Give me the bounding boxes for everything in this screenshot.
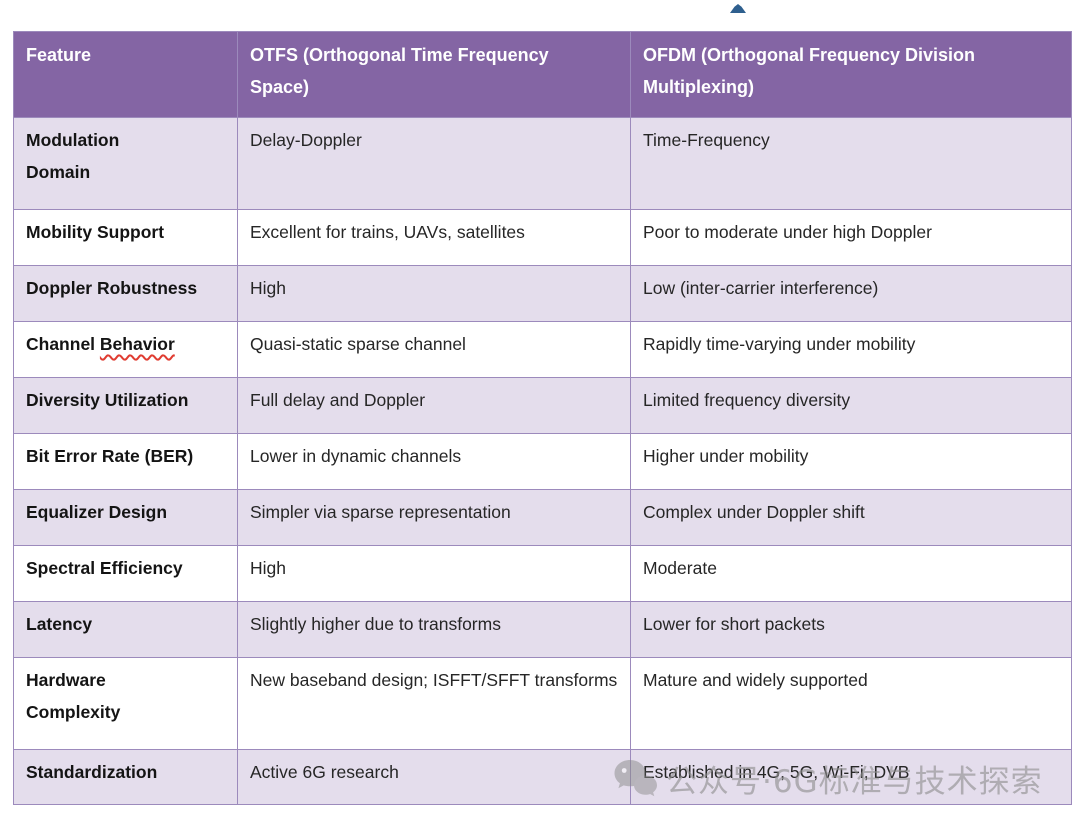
table-row: Equalizer Design Simpler via sparse repre… [13, 489, 1072, 546]
feature-cell: Channel Behavior [13, 321, 238, 378]
otfs-cell: Full delay and Doppler [237, 377, 631, 434]
ofdm-cell: Lower for short packets [630, 601, 1072, 658]
feature-cell: Latency [13, 601, 238, 658]
table-row: Standardization Active 6G research Establi… [13, 749, 1072, 805]
otfs-cell: Lower in dynamic channels [237, 433, 631, 490]
feature-cell: Standardization [13, 749, 238, 805]
column-header-0: Feature [13, 31, 238, 118]
header-row: Feature OTFS (Orthogonal Time Frequency S… [13, 31, 1072, 118]
feature-cell: Modulation Domain [13, 117, 238, 210]
ofdm-cell: Time-Frequency [630, 117, 1072, 210]
ofdm-cell: Complex under Doppler shift [630, 489, 1072, 546]
spellcheck-underlined-word: Behavior [99, 334, 175, 354]
feature-cell: Diversity Utilization [13, 377, 238, 434]
column-header-1: OTFS (Orthogonal Time Frequency Space) [237, 31, 631, 118]
table-body: Modulation Domain Delay-Doppler Time-Frequ… [13, 117, 1072, 805]
ofdm-cell: Mature and widely supported [630, 657, 1072, 750]
otfs-cell: High [237, 545, 631, 602]
otfs-cell: Active 6G research [237, 749, 631, 805]
table-row: Doppler Robustness High Low (inter-carrier… [13, 265, 1072, 322]
otfs-cell: Simpler via sparse representation [237, 489, 631, 546]
feature-cell: Spectral Efficiency [13, 545, 238, 602]
ofdm-cell: Poor to moderate under high Doppler [630, 209, 1072, 266]
ofdm-cell: Moderate [630, 545, 1072, 602]
feature-cell: Bit Error Rate (BER) [13, 433, 238, 490]
table-row: Diversity Utilization Full delay and Dopp… [13, 377, 1072, 434]
table-row: Channel Behavior Quasi-static sparse chan… [13, 321, 1072, 378]
feature-cell: Mobility Support [13, 209, 238, 266]
otfs-cell: High [237, 265, 631, 322]
table-row: Modulation Domain Delay-Doppler Time-Frequ… [13, 117, 1072, 210]
ofdm-cell: Low (inter-carrier interference) [630, 265, 1072, 322]
feature-cell: Doppler Robustness [13, 265, 238, 322]
ofdm-cell: Limited frequency diversity [630, 377, 1072, 434]
table-row: Latency Slightly higher due to transforms… [13, 601, 1072, 658]
feature-cell: Hardware Complexity [13, 657, 238, 750]
ofdm-cell: Higher under mobility [630, 433, 1072, 490]
otfs-cell: Delay-Doppler [237, 117, 631, 210]
feature-text: Channel [26, 334, 100, 354]
column-header-2: OFDM (Orthogonal Frequency Division Mult… [630, 31, 1072, 118]
table-row: Spectral Efficiency High Moderate [13, 545, 1072, 602]
collapse-triangle-icon [730, 4, 746, 13]
table-row: Hardware Complexity New baseband design; … [13, 657, 1072, 750]
otfs-ofdm-comparison-table: Feature OTFS (Orthogonal Time Frequency S… [13, 31, 1072, 805]
otfs-cell: Slightly higher due to transforms [237, 601, 631, 658]
otfs-cell: Excellent for trains, UAVs, satellites [237, 209, 631, 266]
feature-cell: Equalizer Design [13, 489, 238, 546]
otfs-cell: Quasi-static sparse channel [237, 321, 631, 378]
ofdm-cell: Established in 4G, 5G, Wi-Fi, DVB [630, 749, 1072, 805]
table-row: Mobility Support Excellent for trains, UA… [13, 209, 1072, 266]
table-row: Bit Error Rate (BER) Lower in dynamic cha… [13, 433, 1072, 490]
ofdm-cell: Rapidly time-varying under mobility [630, 321, 1072, 378]
otfs-cell: New baseband design; ISFFT/SFFT transfor… [237, 657, 631, 750]
